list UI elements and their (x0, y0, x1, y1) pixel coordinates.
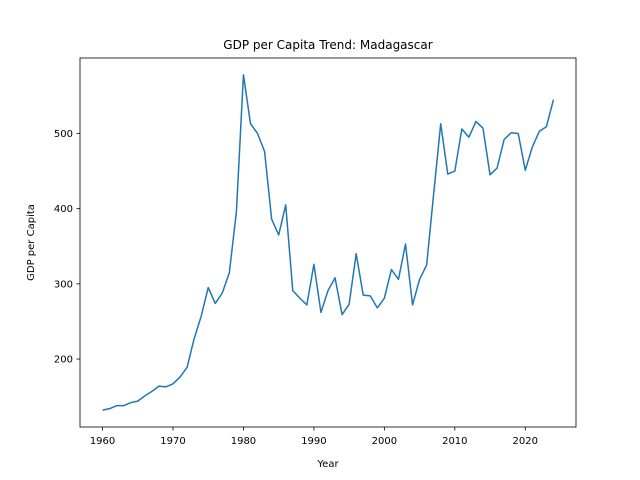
x-tick-label: 1990 (301, 436, 326, 447)
x-tick-label: 1960 (90, 436, 115, 447)
series-line (102, 74, 555, 411)
x-tick-label: 1970 (160, 436, 185, 447)
x-axis-ticks: 1960 1970 1980 1990 2000 2010 2020 (90, 427, 538, 447)
x-axis-label: Year (316, 459, 339, 470)
y-axis-label: GDP per Capita (26, 204, 37, 281)
plot-area (102, 74, 555, 411)
y-tick-label: 200 (54, 355, 73, 366)
x-tick-label: 2000 (372, 436, 397, 447)
axes-frame (79, 57, 577, 428)
y-axis-ticks: 200 300 400 500 (54, 129, 80, 366)
y-tick-label: 500 (54, 129, 73, 140)
y-tick-label: 400 (54, 204, 73, 215)
y-tick-label: 300 (54, 279, 73, 290)
x-tick-label: 2010 (442, 436, 467, 447)
chart-title: GDP per Capita Trend: Madagascar (223, 38, 432, 52)
x-tick-label: 2020 (513, 436, 538, 447)
x-tick-label: 1980 (231, 436, 256, 447)
